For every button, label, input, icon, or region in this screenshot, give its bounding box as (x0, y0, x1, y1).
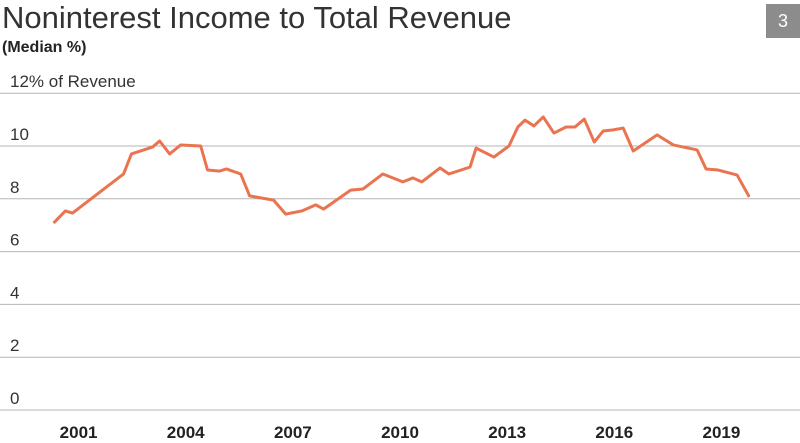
y-tick-label: 10 (10, 125, 29, 144)
x-tick-label: 2007 (274, 423, 312, 442)
x-tick-label: 2013 (488, 423, 526, 442)
y-tick-label: 6 (10, 231, 19, 250)
chart-title: Noninterest Income to Total Revenue (2, 0, 512, 35)
y-tick-label: 8 (10, 178, 19, 197)
y-tick-label: 2 (10, 336, 19, 355)
page-number: 3 (778, 11, 788, 31)
x-tick-label: 2019 (703, 423, 741, 442)
x-tick-label: 2010 (381, 423, 419, 442)
x-tick-label: 2001 (60, 423, 98, 442)
data-line (52, 115, 751, 225)
y-tick-label: 12% of Revenue (10, 72, 136, 91)
x-tick-label: 2004 (167, 423, 205, 442)
y-tick-label: 0 (10, 389, 19, 408)
page-badge (766, 4, 800, 38)
y-tick-label: 4 (10, 283, 19, 302)
chart-subtitle: (Median %) (2, 39, 86, 56)
x-tick-label: 2016 (595, 423, 633, 442)
